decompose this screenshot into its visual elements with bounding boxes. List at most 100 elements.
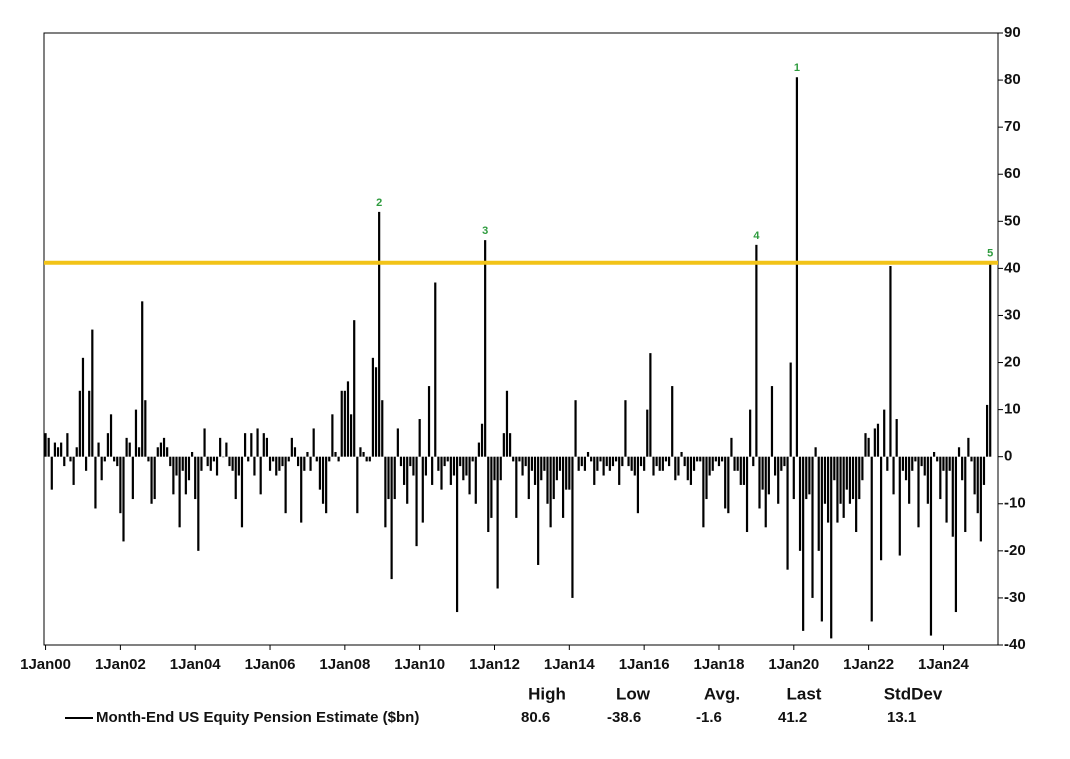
bar: [44, 433, 47, 457]
bar: [873, 428, 876, 457]
bar: [446, 456, 449, 462]
bar: [66, 433, 69, 457]
legend-label: Month-End US Equity Pension Estimate ($b…: [96, 709, 419, 726]
bar: [499, 456, 502, 481]
bar: [134, 409, 138, 457]
bar: [749, 409, 752, 457]
bar: [237, 456, 240, 476]
bar: [521, 456, 524, 476]
bar: [954, 456, 958, 613]
bar: [733, 456, 736, 471]
bar: [197, 456, 200, 551]
bar: [618, 456, 621, 485]
bar: [225, 442, 228, 457]
bar: [848, 456, 852, 504]
bar: [144, 400, 147, 457]
bar: [172, 456, 175, 495]
bar: [967, 437, 970, 457]
bar: [374, 367, 378, 457]
bar: [106, 433, 110, 457]
bar: [826, 456, 830, 523]
bar: [702, 456, 705, 528]
bar: [480, 423, 484, 457]
bar: [540, 456, 543, 481]
bar: [418, 419, 421, 457]
bar: [530, 456, 534, 471]
x-tick-label: 1Jan12: [469, 656, 520, 673]
bar: [303, 456, 306, 471]
bar: [561, 456, 565, 518]
bar: [437, 456, 440, 471]
bar: [608, 456, 611, 471]
bar: [462, 456, 465, 481]
bar: [568, 456, 571, 490]
bar: [228, 456, 231, 467]
bar: [904, 456, 908, 481]
y-tick-label: 10: [1004, 401, 1021, 418]
bar: [808, 456, 811, 495]
bar: [633, 456, 636, 476]
bar: [200, 456, 203, 471]
bar: [817, 456, 820, 551]
bar: [580, 456, 583, 467]
x-tick-label: 1Jan08: [319, 656, 370, 673]
bar: [393, 456, 396, 500]
bar: [936, 456, 939, 462]
bar: [215, 456, 219, 476]
bar: [452, 456, 456, 476]
bar: [281, 456, 284, 467]
bar: [75, 447, 78, 457]
bar: [664, 456, 668, 462]
y-tick-label: 20: [1004, 354, 1021, 371]
bar: [300, 456, 303, 523]
x-tick-label: 1Jan14: [544, 656, 596, 673]
bar: [166, 447, 169, 457]
bar: [989, 262, 992, 457]
bar: [770, 386, 774, 457]
bar: [496, 456, 499, 589]
bar: [384, 456, 387, 528]
bar: [381, 400, 384, 457]
bar: [487, 456, 490, 533]
bar: [773, 456, 777, 476]
bar: [611, 456, 615, 467]
bar: [979, 456, 982, 542]
bar: [549, 456, 552, 528]
bar: [780, 456, 783, 471]
bar: [708, 456, 711, 476]
bar: [792, 456, 795, 500]
bar: [730, 437, 733, 457]
bar: [449, 456, 452, 485]
bar: [137, 447, 141, 457]
bar: [512, 456, 515, 462]
bar: [755, 244, 758, 457]
bar: [914, 456, 917, 462]
bar: [605, 456, 608, 467]
bar: [231, 456, 234, 471]
bar: [103, 456, 106, 462]
bar: [851, 456, 855, 500]
bar: [406, 456, 409, 504]
bar: [908, 456, 911, 504]
bar: [362, 451, 365, 457]
bar: [156, 447, 159, 457]
bar: [590, 456, 593, 462]
x-tick-label: 1Jan22: [843, 656, 894, 673]
bar: [399, 456, 403, 467]
bar: [325, 456, 328, 514]
bar: [287, 456, 290, 462]
bar: [368, 456, 371, 462]
bar: [346, 381, 350, 457]
bar: [178, 456, 181, 528]
bar: [830, 456, 833, 639]
bar: [680, 451, 683, 457]
bar: [957, 447, 961, 457]
bar: [434, 282, 437, 457]
bar: [811, 456, 814, 598]
bar: [546, 456, 549, 504]
bar: [836, 456, 839, 523]
bar: [247, 456, 250, 462]
bar: [599, 456, 602, 462]
bar: [56, 447, 60, 457]
bar: [209, 456, 212, 471]
